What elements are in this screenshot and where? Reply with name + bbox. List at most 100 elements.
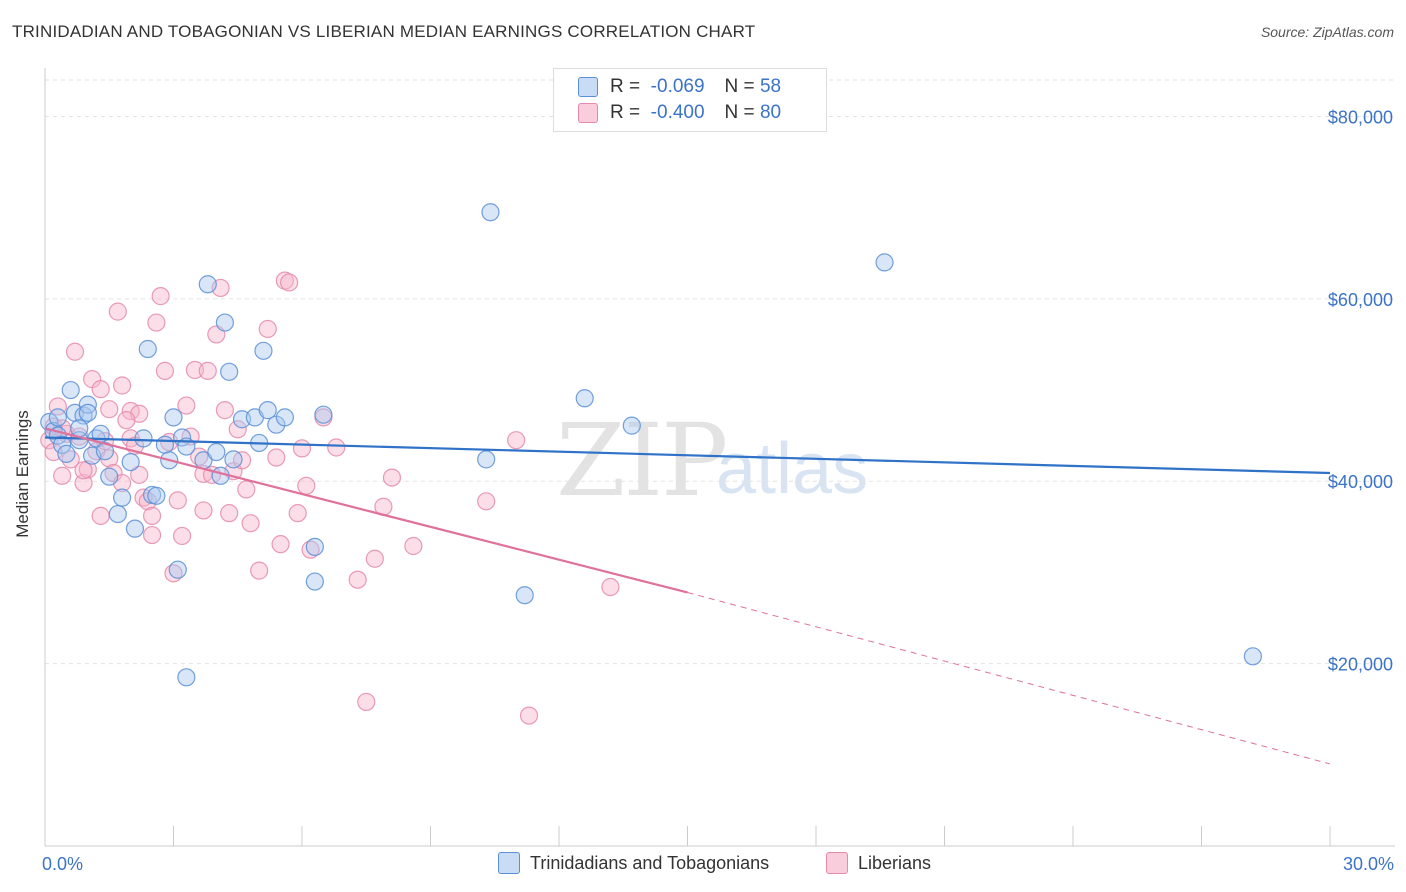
liberian-point — [601, 577, 620, 597]
y-tick-label: $80,000 — [1328, 107, 1393, 127]
liberian-point — [241, 514, 260, 533]
trinidadian-point — [108, 504, 127, 524]
liberian-point — [228, 420, 247, 439]
trinidadian-point — [70, 419, 89, 438]
liberian-point — [288, 504, 307, 523]
trinidadian-point — [198, 275, 217, 294]
x-tick-label: 30.0% — [1343, 854, 1394, 874]
legend-row-trinidadian: R = -0.069 N = 58 — [578, 75, 781, 99]
source-label: Source: ZipAtlas.com — [1260, 24, 1394, 40]
trinidadian-point — [314, 405, 333, 424]
liberian-point — [348, 570, 367, 589]
liberian-point — [258, 319, 277, 339]
liberian-point — [74, 473, 93, 493]
trinidadian-point — [61, 380, 80, 400]
liberian-point — [237, 480, 256, 499]
liberian-point — [357, 692, 376, 712]
gridlines — [45, 79, 1395, 665]
trinidadian-point — [515, 586, 534, 605]
liberian-point — [507, 431, 526, 450]
liberian-point — [112, 376, 132, 395]
liberian-point — [271, 535, 290, 554]
trinidadian-point — [164, 408, 183, 427]
liberian-point — [297, 476, 316, 495]
y-tick-label: $20,000 — [1328, 655, 1393, 675]
trinidadian-point — [207, 442, 226, 462]
liberian-point — [177, 396, 196, 415]
trend-line-liberian — [44, 427, 688, 594]
trinidadian-point — [121, 452, 140, 472]
y-tick-label: $60,000 — [1328, 290, 1393, 310]
x-tick-labels: 0.0% 30.0% — [42, 854, 1394, 874]
legend-n-label: N = — [724, 102, 755, 123]
legend-r-value: -0.069 — [650, 76, 705, 97]
legend-row-liberian: R = -0.400 N = 80 — [578, 101, 781, 125]
legend-label-liberians: Liberians — [858, 852, 932, 873]
trinidadian-point — [147, 486, 166, 505]
liberian-point — [220, 504, 239, 523]
legend-r-label: R = — [610, 76, 641, 97]
trinidadian-point — [48, 408, 67, 427]
trinidadian-point — [112, 488, 132, 507]
trinidadian-point — [254, 341, 273, 360]
y-axis-label: Median Earnings — [13, 410, 32, 538]
trend-line-trinidadian — [44, 436, 1331, 475]
data-points — [40, 203, 1263, 725]
liberian-point — [198, 361, 217, 380]
trinidadian-point — [220, 362, 239, 381]
liberian-point — [267, 448, 286, 467]
trinidadian-point — [224, 450, 243, 469]
series-legend: Trinidadians and Tobagonians Liberians — [0, 852, 1406, 876]
liberian-point — [194, 501, 213, 520]
liberian-point — [91, 506, 110, 525]
liberian-point — [151, 287, 170, 306]
liberian-point — [65, 342, 85, 361]
liberian-point — [250, 561, 269, 580]
correlation-legend: R = -0.069 N = 58 R = -0.400 N = 80 — [553, 68, 827, 132]
legend-item-liberians[interactable]: Liberians — [826, 852, 931, 874]
trend-line-liberian-extrapolated — [687, 592, 1331, 765]
liberian-point — [404, 536, 423, 556]
trinidadian-point — [477, 450, 496, 469]
trend-lines — [44, 427, 1331, 765]
trinidadian-point — [100, 467, 119, 486]
legend-swatch-blue — [578, 77, 598, 97]
liberian-point — [155, 361, 175, 380]
trinidadian-point — [53, 435, 72, 454]
liberian-point — [142, 525, 162, 545]
liberian-point — [117, 411, 136, 430]
trinidadian-point — [305, 537, 324, 556]
liberian-point — [53, 466, 72, 485]
legend-n-label: N = — [724, 76, 755, 97]
trinidadian-point — [275, 408, 294, 427]
legend-n-value: 80 — [759, 102, 782, 123]
legend-r-value: -0.400 — [650, 102, 705, 123]
trinidadian-point — [78, 403, 97, 422]
legend-swatch-pink — [578, 103, 598, 123]
trinidadian-point — [168, 560, 187, 579]
y-tick-label: $40,000 — [1328, 472, 1393, 492]
liberian-point — [108, 302, 127, 321]
liberian-point — [327, 438, 346, 457]
liberian-point — [519, 706, 539, 725]
legend-swatch-blue — [498, 852, 520, 874]
trinidadian-point — [155, 435, 175, 454]
trinidadian-point — [215, 313, 234, 332]
legend-n-value: 58 — [759, 76, 782, 97]
chart-title: TRINIDADIAN AND TOBAGONIAN VS LIBERIAN M… — [12, 22, 756, 41]
trinidadian-point — [177, 668, 196, 687]
trinidadian-point — [622, 416, 641, 435]
axes — [44, 68, 1395, 847]
liberian-point — [168, 491, 187, 510]
y-tick-labels: $20,000 $40,000 $60,000 $80,000 — [1328, 107, 1393, 674]
trinidadian-point — [481, 203, 500, 222]
trinidadian-point — [125, 519, 145, 538]
legend-r-label: R = — [610, 102, 641, 123]
trinidadian-point — [1243, 647, 1263, 666]
liberian-point — [142, 506, 162, 525]
trinidadian-point — [134, 429, 153, 448]
trinidadian-point — [575, 389, 594, 408]
legend-swatch-pink — [826, 852, 848, 874]
legend-item-trinidadians[interactable]: Trinidadians and Tobagonians — [498, 852, 769, 874]
